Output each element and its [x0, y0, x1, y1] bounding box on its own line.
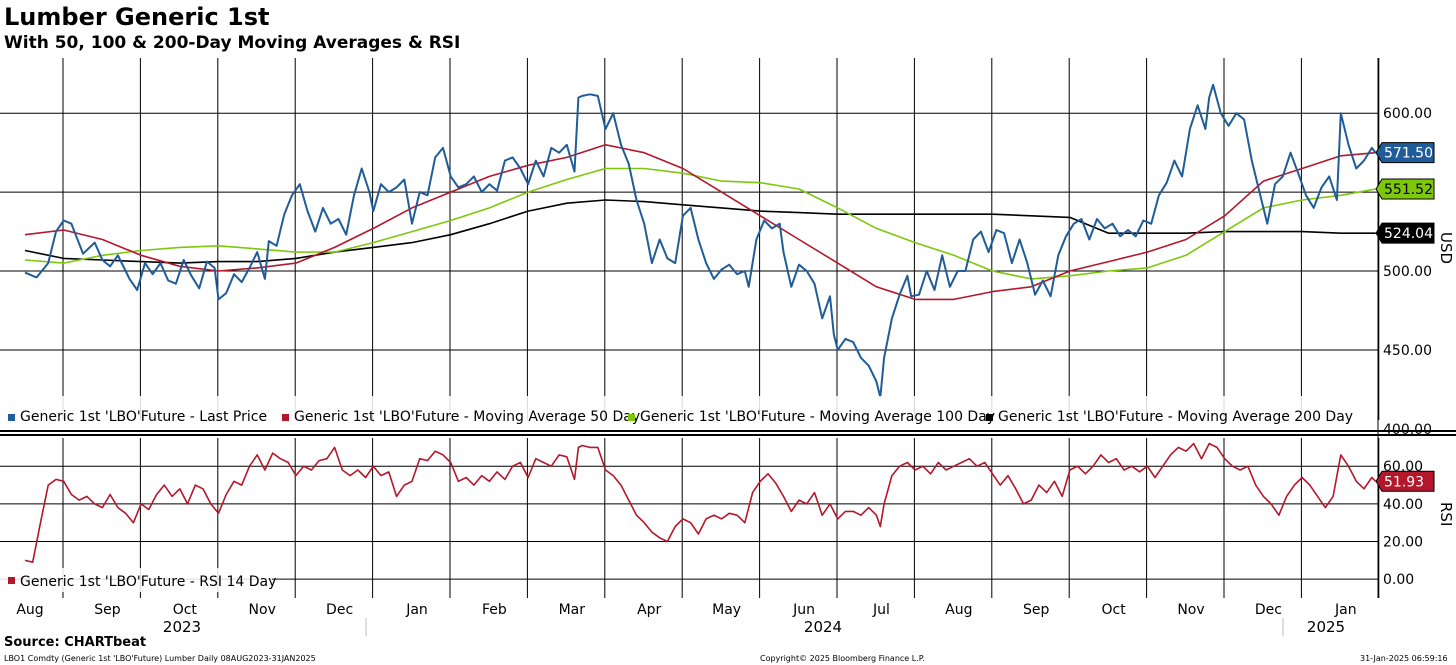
series-line-rsi	[24, 442, 1377, 563]
legend-label: Generic 1st 'LBO'Future - Moving Average…	[294, 409, 640, 425]
legend-label: Generic 1st 'LBO'Future - Last Price	[20, 409, 267, 425]
rsi-axis-label: RSI	[1437, 502, 1455, 526]
rsi-y-tick-label: 40.00	[1383, 497, 1423, 513]
chart-title: Lumber Generic 1st	[4, 3, 270, 31]
x-tick-label: Aug	[945, 602, 972, 618]
series-line-ma200	[24, 199, 1376, 264]
x-tick-label: Nov	[1177, 602, 1204, 618]
legend-swatch	[8, 414, 15, 421]
x-tick-label: Dec	[1255, 602, 1282, 618]
legend-label: Generic 1st 'LBO'Future - Moving Average…	[640, 409, 995, 425]
ma200-tag: 524.04	[1375, 222, 1435, 244]
legend-background	[0, 396, 1332, 429]
series-line-ma50	[24, 144, 1376, 301]
rsi-legend-label: Generic 1st 'LBO'Future - RSI 14 Day	[20, 574, 276, 590]
ma200-tag-box	[1375, 222, 1435, 244]
x-year-label: 2023	[163, 618, 201, 636]
rsi-legend-swatch	[8, 577, 15, 584]
rsi-y-tick-label: 0.00	[1383, 572, 1414, 588]
x-tick-label: May	[712, 602, 741, 618]
y-tick-label: 500.00	[1383, 264, 1432, 280]
last-price-tag-box	[1375, 142, 1435, 164]
ma100-tag: 551.52	[1375, 178, 1435, 200]
series-line-ma100	[24, 167, 1376, 280]
legend-swatch	[628, 414, 635, 421]
chart-subtitle: With 50, 100 & 200-Day Moving Averages &…	[4, 33, 461, 53]
x-tick-label: Jan	[405, 602, 428, 618]
y-tick-label: 600.00	[1383, 106, 1432, 122]
x-tick-label: Jun	[792, 602, 815, 618]
footer-security-note: LBO1 Comdty (Generic 1st 'LBO'Future) Lu…	[4, 654, 316, 663]
ma200-tag-text: 524.04	[1384, 226, 1433, 242]
rsi-tag-box	[1375, 470, 1435, 492]
legend-item: Generic 1st 'LBO'Future - Moving Average…	[986, 409, 1353, 425]
x-year-label: 2024	[804, 618, 842, 636]
x-tick-label: Feb	[482, 602, 507, 618]
legend-label: Generic 1st 'LBO'Future - Moving Average…	[998, 409, 1353, 425]
legend-swatch	[986, 414, 993, 421]
rsi-y-tick-label: 20.00	[1383, 535, 1423, 551]
footer-timestamp: 31-Jan-2025 06:59:16	[1360, 654, 1448, 663]
x-tick-label: Jan	[1334, 602, 1357, 618]
month-gridlines	[0, 58, 1380, 598]
x-tick-label: Aug	[16, 602, 43, 618]
y-axis-label: USD	[1437, 232, 1455, 264]
x-tick-label: Sep	[1023, 602, 1050, 618]
legend-item: Generic 1st 'LBO'Future - Last Price	[8, 409, 267, 425]
source-note: Source: CHARTbeat	[4, 635, 147, 650]
y-tick-label: 400.00	[1383, 422, 1432, 438]
y-tick-label: 450.00	[1383, 343, 1432, 359]
x-tick-label: Dec	[326, 602, 353, 618]
x-tick-label: Mar	[559, 602, 586, 618]
x-tick-label: Nov	[249, 602, 276, 618]
ma100-tag-box	[1375, 178, 1435, 200]
rsi-tag: 51.93	[1375, 470, 1435, 492]
rsi-tag-text: 51.93	[1384, 474, 1424, 490]
x-tick-label: Apr	[637, 602, 661, 618]
x-tick-label: Sep	[94, 602, 121, 618]
legend-item: Generic 1st 'LBO'Future - Moving Average…	[628, 409, 995, 425]
legend-item: Generic 1st 'LBO'Future - Moving Average…	[282, 409, 640, 425]
last-price-tag-text: 571.50	[1384, 146, 1433, 162]
rsi-legend-background	[0, 568, 272, 592]
x-year-label: 2025	[1307, 618, 1345, 636]
ma100-tag-text: 551.52	[1384, 182, 1433, 198]
last-price-tag: 571.50	[1375, 142, 1435, 164]
x-tick-label: Oct	[1101, 602, 1126, 618]
rsi-legend-item: Generic 1st 'LBO'Future - RSI 14 Day	[8, 574, 276, 590]
x-tick-label: Oct	[173, 602, 198, 618]
x-tick-label: Jul	[872, 602, 890, 618]
series-line-price	[24, 83, 1377, 399]
legend-swatch	[282, 414, 289, 421]
footer-copyright: Copyright© 2025 Bloomberg Finance L.P.	[760, 654, 925, 663]
